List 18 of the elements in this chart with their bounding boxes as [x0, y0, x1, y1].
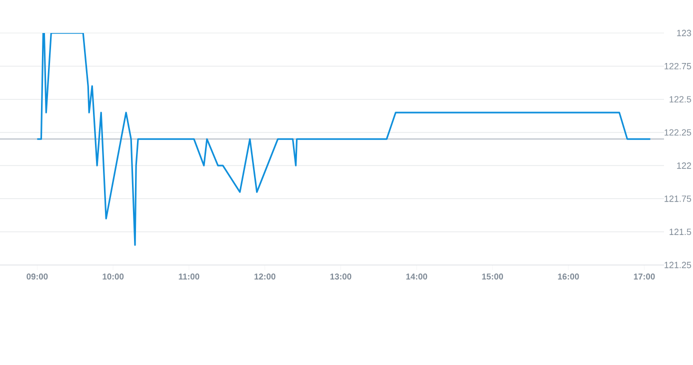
x-tick-label: 13:00 [330, 274, 352, 280]
y-tick-label: 123 [677, 30, 692, 36]
y-tick-label: 122 [677, 162, 692, 169]
x-tick-label: 14:00 [406, 274, 428, 280]
y-tick-label: 121.25 [664, 262, 692, 268]
x-tick-label: 09:00 [26, 274, 48, 280]
y-tick-label: 122.5 [670, 96, 692, 102]
x-tick-label: 12:00 [254, 274, 276, 280]
x-tick-label: 16:00 [558, 274, 579, 280]
x-tick-label: 15:00 [482, 274, 504, 280]
y-tick-label: 121.5 [670, 228, 692, 236]
y-tick-label: 122.75 [664, 62, 692, 70]
x-tick-label: 11:00 [178, 274, 200, 280]
line-series [36, 33, 652, 246]
y-tick-label: 121.75 [664, 196, 692, 202]
x-tick-label: 10:00 [102, 274, 124, 280]
x-tick-label: 17:00 [634, 274, 655, 280]
y-tick-label: 122.25 [664, 129, 692, 136]
